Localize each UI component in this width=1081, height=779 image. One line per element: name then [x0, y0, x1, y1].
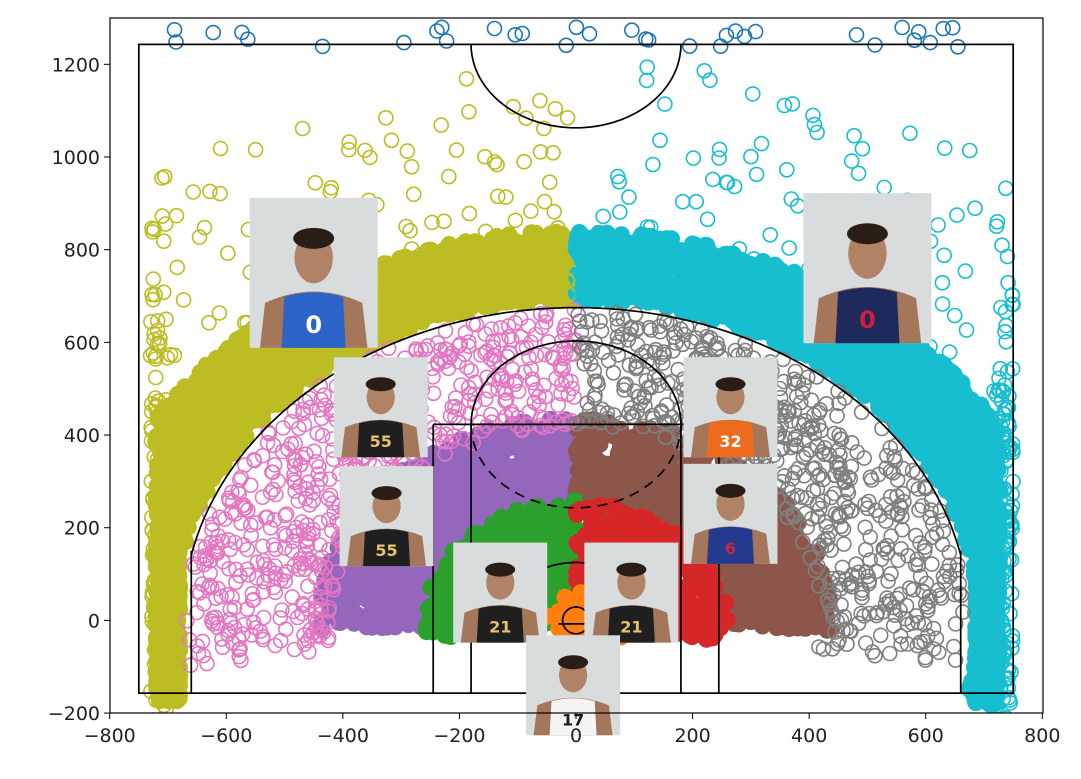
shot-point: [524, 239, 540, 255]
shot-point: [602, 248, 618, 264]
shot-point: [278, 386, 294, 402]
shot-point: [435, 254, 451, 270]
shot-point: [177, 397, 193, 413]
shot-point: [413, 272, 429, 288]
shot-point: [196, 371, 212, 387]
shot-point: [758, 283, 774, 299]
shot-point: [974, 476, 990, 492]
shot-point: [384, 265, 400, 281]
shot-point: [800, 347, 816, 363]
shot-point: [772, 281, 788, 297]
shot-point: [551, 250, 567, 266]
shot-point: [773, 266, 789, 282]
shot-point: [571, 225, 587, 241]
shot-point: [664, 231, 680, 247]
shot-point: [234, 337, 250, 353]
shot-point: [178, 381, 194, 397]
shot-point: [194, 389, 210, 405]
shot-point: [970, 437, 986, 453]
